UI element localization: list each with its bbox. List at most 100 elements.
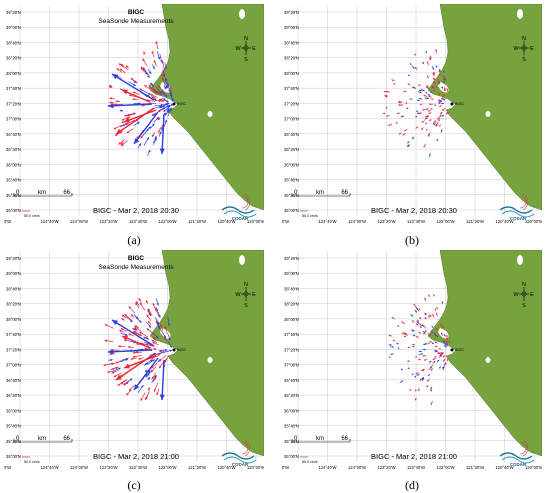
vector-arrowhead: [119, 329, 122, 333]
vector-arrowhead: [424, 329, 427, 332]
vector-arrowhead: [440, 323, 443, 326]
lon-tick-label: 0'W: [4, 219, 11, 224]
vector-arrowhead: [438, 352, 441, 355]
vector-arrowhead: [434, 120, 436, 123]
vector-arrowhead: [162, 351, 166, 354]
compass-s: S: [522, 303, 526, 309]
vector-arrowhead-large: [122, 335, 128, 341]
vector-arrowhead: [436, 307, 439, 309]
vector-arrowhead: [116, 68, 120, 71]
vector-arrowhead: [446, 344, 448, 347]
lat-tick-label: 39°20'N: [6, 10, 21, 15]
lon-tick-label: 123°20'W: [377, 219, 395, 224]
lat-tick-label: 36°40'N: [6, 132, 21, 137]
lat-tick-label: 39°20'N: [284, 10, 299, 15]
site-label: BIGC: [177, 102, 187, 106]
compass-e: E: [530, 46, 534, 52]
vector-arrowhead: [417, 321, 420, 324]
vector-arrowhead: [170, 103, 174, 106]
vector-arrowhead: [407, 145, 410, 148]
vector-arrowhead: [415, 115, 418, 118]
vector-arrowhead: [446, 359, 449, 362]
compass-n: N: [522, 282, 526, 288]
vector-arrowhead: [446, 337, 449, 340]
compass-ring: [243, 45, 249, 51]
vector-arrowhead: [417, 319, 420, 322]
vector-arrowhead: [124, 333, 128, 336]
vector-arrowhead: [144, 85, 147, 88]
vector-arrowhead: [419, 378, 422, 381]
lat-tick-label: 39°00'N: [284, 271, 299, 276]
lake: [239, 9, 245, 19]
lat-tick-label: 37°40'N: [284, 86, 299, 91]
vector-arrowhead: [429, 57, 431, 60]
vector-arrowhead: [446, 334, 449, 337]
vector-arrowhead: [415, 310, 417, 313]
compass-n: N: [522, 36, 526, 42]
vector-arrowhead: [421, 128, 423, 130]
vector-arrowhead: [391, 79, 394, 82]
vector-arrowhead: [427, 97, 430, 100]
vector-arrowhead: [157, 130, 161, 133]
logo-signal: [244, 193, 251, 211]
vector-arrowhead: [388, 124, 391, 126]
vector-arrowhead: [438, 82, 440, 85]
vector-arrowhead: [441, 114, 444, 117]
vector-arrowhead: [152, 66, 155, 70]
lat-tick-label: 35°40'N: [6, 424, 21, 429]
vector-arrowhead: [429, 341, 432, 343]
lon-tick-label: 122°00'W: [158, 219, 176, 224]
vector-arrowhead: [125, 358, 128, 361]
vector-arrowhead: [416, 323, 419, 326]
lon-tick-label: 122°00'W: [436, 219, 454, 224]
vector-arrowhead: [162, 107, 166, 110]
vector-arrowhead: [409, 98, 412, 100]
vector-arrowhead: [428, 133, 430, 136]
compass-rose-icon: N SW E: [513, 282, 534, 309]
scale-mid-label: km: [38, 436, 46, 442]
vector-arrowhead: [150, 94, 153, 97]
vector-arrowhead: [429, 58, 432, 61]
scale-left-label: 0: [294, 190, 298, 196]
vector-arrowhead: [164, 94, 168, 98]
logo-wave: [221, 452, 255, 460]
vector-arrowhead: [404, 129, 407, 132]
vector-arrowhead: [157, 326, 161, 330]
vector-arrowhead: [166, 108, 170, 111]
vector-arrowhead: [146, 137, 149, 140]
vector-arrowhead: [121, 314, 125, 317]
vector-arrowhead: [169, 349, 172, 353]
vector-arrowhead: [419, 323, 422, 326]
vector-arrowhead: [405, 102, 408, 105]
lat-tick-label: 35°20'N: [284, 439, 299, 444]
codar-wave-logo-icon: CODAR: [221, 193, 257, 221]
vector-arrowhead: [436, 138, 438, 141]
vector-arrowhead: [432, 358, 435, 360]
vector-arrowhead: [118, 345, 121, 348]
vector-arrowhead: [440, 353, 442, 355]
vector-arrowhead: [121, 120, 124, 124]
vector-arrowhead: [162, 74, 166, 77]
vector-arrowhead: [412, 66, 415, 69]
logo-signal: [522, 193, 529, 211]
compass-n: N: [244, 282, 248, 288]
lat-tick-label: 36°40'N: [284, 378, 299, 383]
vector-arrowhead: [437, 78, 440, 81]
vector-arrowhead: [148, 325, 152, 328]
current-vectors: [382, 49, 450, 158]
vector-arrowhead: [139, 88, 143, 91]
vector-arrowhead: [426, 128, 428, 131]
lon-tick-label: 124°00'W: [70, 465, 88, 470]
vector-arrowhead: [442, 108, 445, 111]
vector-arrowhead: [430, 98, 433, 101]
lon-tick-label: 121°20'W: [466, 465, 484, 470]
vector-arrowhead: [424, 297, 427, 300]
vector-arrowhead: [126, 392, 129, 396]
vector-arrowhead: [399, 104, 401, 106]
lon-tick-label: 122°40'W: [129, 465, 147, 470]
vector-arrowhead: [113, 127, 117, 130]
vector-arrowhead: [153, 59, 157, 63]
vector-arrowhead: [160, 324, 163, 327]
vector-arrowhead: [395, 121, 398, 124]
vector-arrowhead: [437, 122, 439, 125]
